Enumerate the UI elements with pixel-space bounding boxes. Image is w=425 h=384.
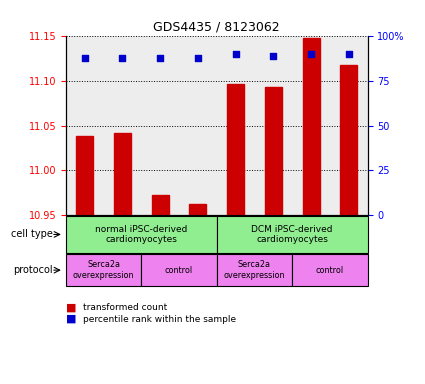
Point (119, 55, 126, 61)
Bar (217, 36, 255, 215)
Bar (114, 133, 131, 215)
Bar (227, 84, 244, 215)
Text: Serca2a
overexpression: Serca2a overexpression (73, 260, 134, 280)
Text: control: control (316, 266, 344, 275)
Text: Serca2a
overexpression: Serca2a overexpression (224, 260, 285, 280)
Point (270, 53, 277, 59)
Text: transformed count: transformed count (83, 303, 167, 312)
Text: protocol: protocol (14, 265, 53, 275)
Bar (66, 36, 104, 215)
Point (308, 51, 314, 58)
Bar (190, 204, 207, 215)
Bar (292, 36, 330, 215)
Point (81, 55, 88, 61)
Bar (303, 38, 320, 215)
Text: ■: ■ (66, 314, 76, 324)
Bar (340, 65, 357, 215)
Bar (179, 36, 217, 215)
Point (157, 55, 164, 61)
Text: percentile rank within the sample: percentile rank within the sample (83, 314, 236, 324)
Bar (141, 36, 179, 215)
Bar (265, 88, 282, 215)
Text: DCM iPSC-derived
cardiomyocytes: DCM iPSC-derived cardiomyocytes (252, 225, 333, 244)
Bar (76, 136, 93, 215)
Point (232, 51, 239, 58)
Point (346, 51, 352, 58)
Text: cell type: cell type (11, 229, 53, 240)
Bar (104, 36, 141, 215)
Text: normal iPSC-derived
cardiomyocytes: normal iPSC-derived cardiomyocytes (95, 225, 187, 244)
Bar (330, 36, 368, 215)
Point (195, 55, 201, 61)
Text: control: control (165, 266, 193, 275)
Text: ■: ■ (66, 303, 76, 313)
Bar (152, 195, 169, 215)
Title: GDS4435 / 8123062: GDS4435 / 8123062 (153, 21, 280, 34)
Bar (255, 36, 292, 215)
